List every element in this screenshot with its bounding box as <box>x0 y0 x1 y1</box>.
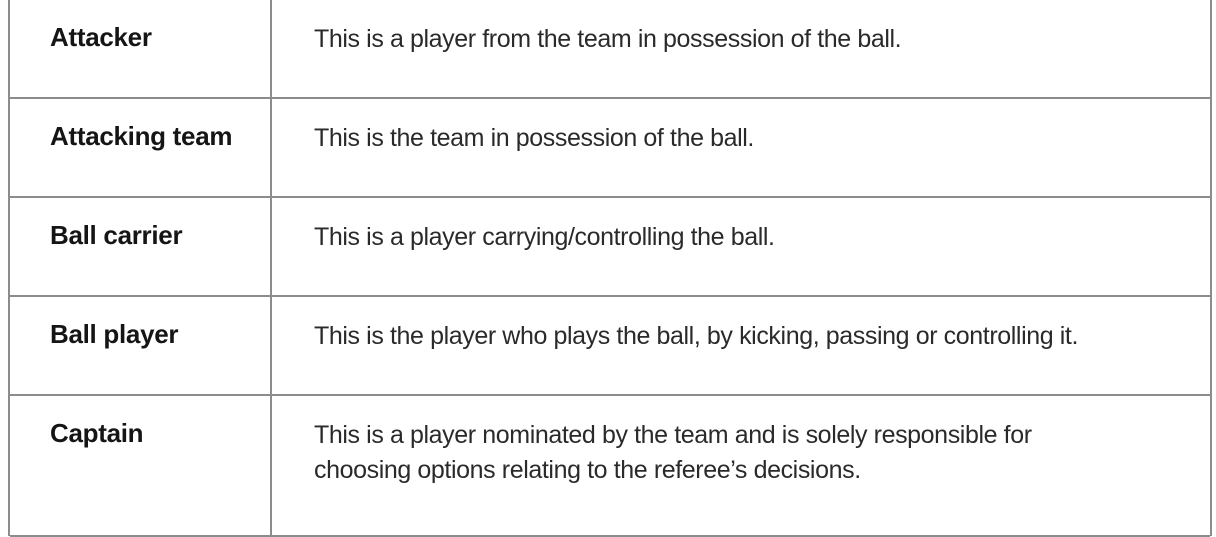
glossary-row-attacking-team: Attacking team This is the team in posse… <box>10 99 1210 198</box>
term-cell: Captain <box>10 396 272 535</box>
glossary-row-ball-carrier: Ball carrier This is a player carrying/c… <box>10 198 1210 297</box>
definition-line: choosing options relating to the referee… <box>314 456 861 484</box>
definition-cell: This is a player from the team in posses… <box>314 25 902 53</box>
definition-line: This is a player nominated by the team a… <box>314 421 1032 449</box>
definition-cell: This is a player carrying/controlling th… <box>314 223 775 251</box>
glossary-row-attacker: Attacker This is a player from the team … <box>10 0 1210 99</box>
definition-cell: This is a player nominated by the team a… <box>272 396 1210 535</box>
term-cell: Attacker <box>10 0 272 97</box>
definition-cell: This is the team in possession of the ba… <box>314 124 754 152</box>
term-cell: Attacking team <box>10 99 272 196</box>
glossary-row-captain: Captain This is a player nominated by th… <box>10 396 1210 537</box>
term-cell: Ball player <box>10 297 272 394</box>
glossary-row-ball-player: Ball player This is the player who plays… <box>10 297 1210 396</box>
definition-cell: This is the player who plays the ball, b… <box>314 322 1079 350</box>
term-cell: Ball carrier <box>10 198 272 295</box>
glossary-table: Attacker This is a player from the team … <box>8 0 1212 537</box>
